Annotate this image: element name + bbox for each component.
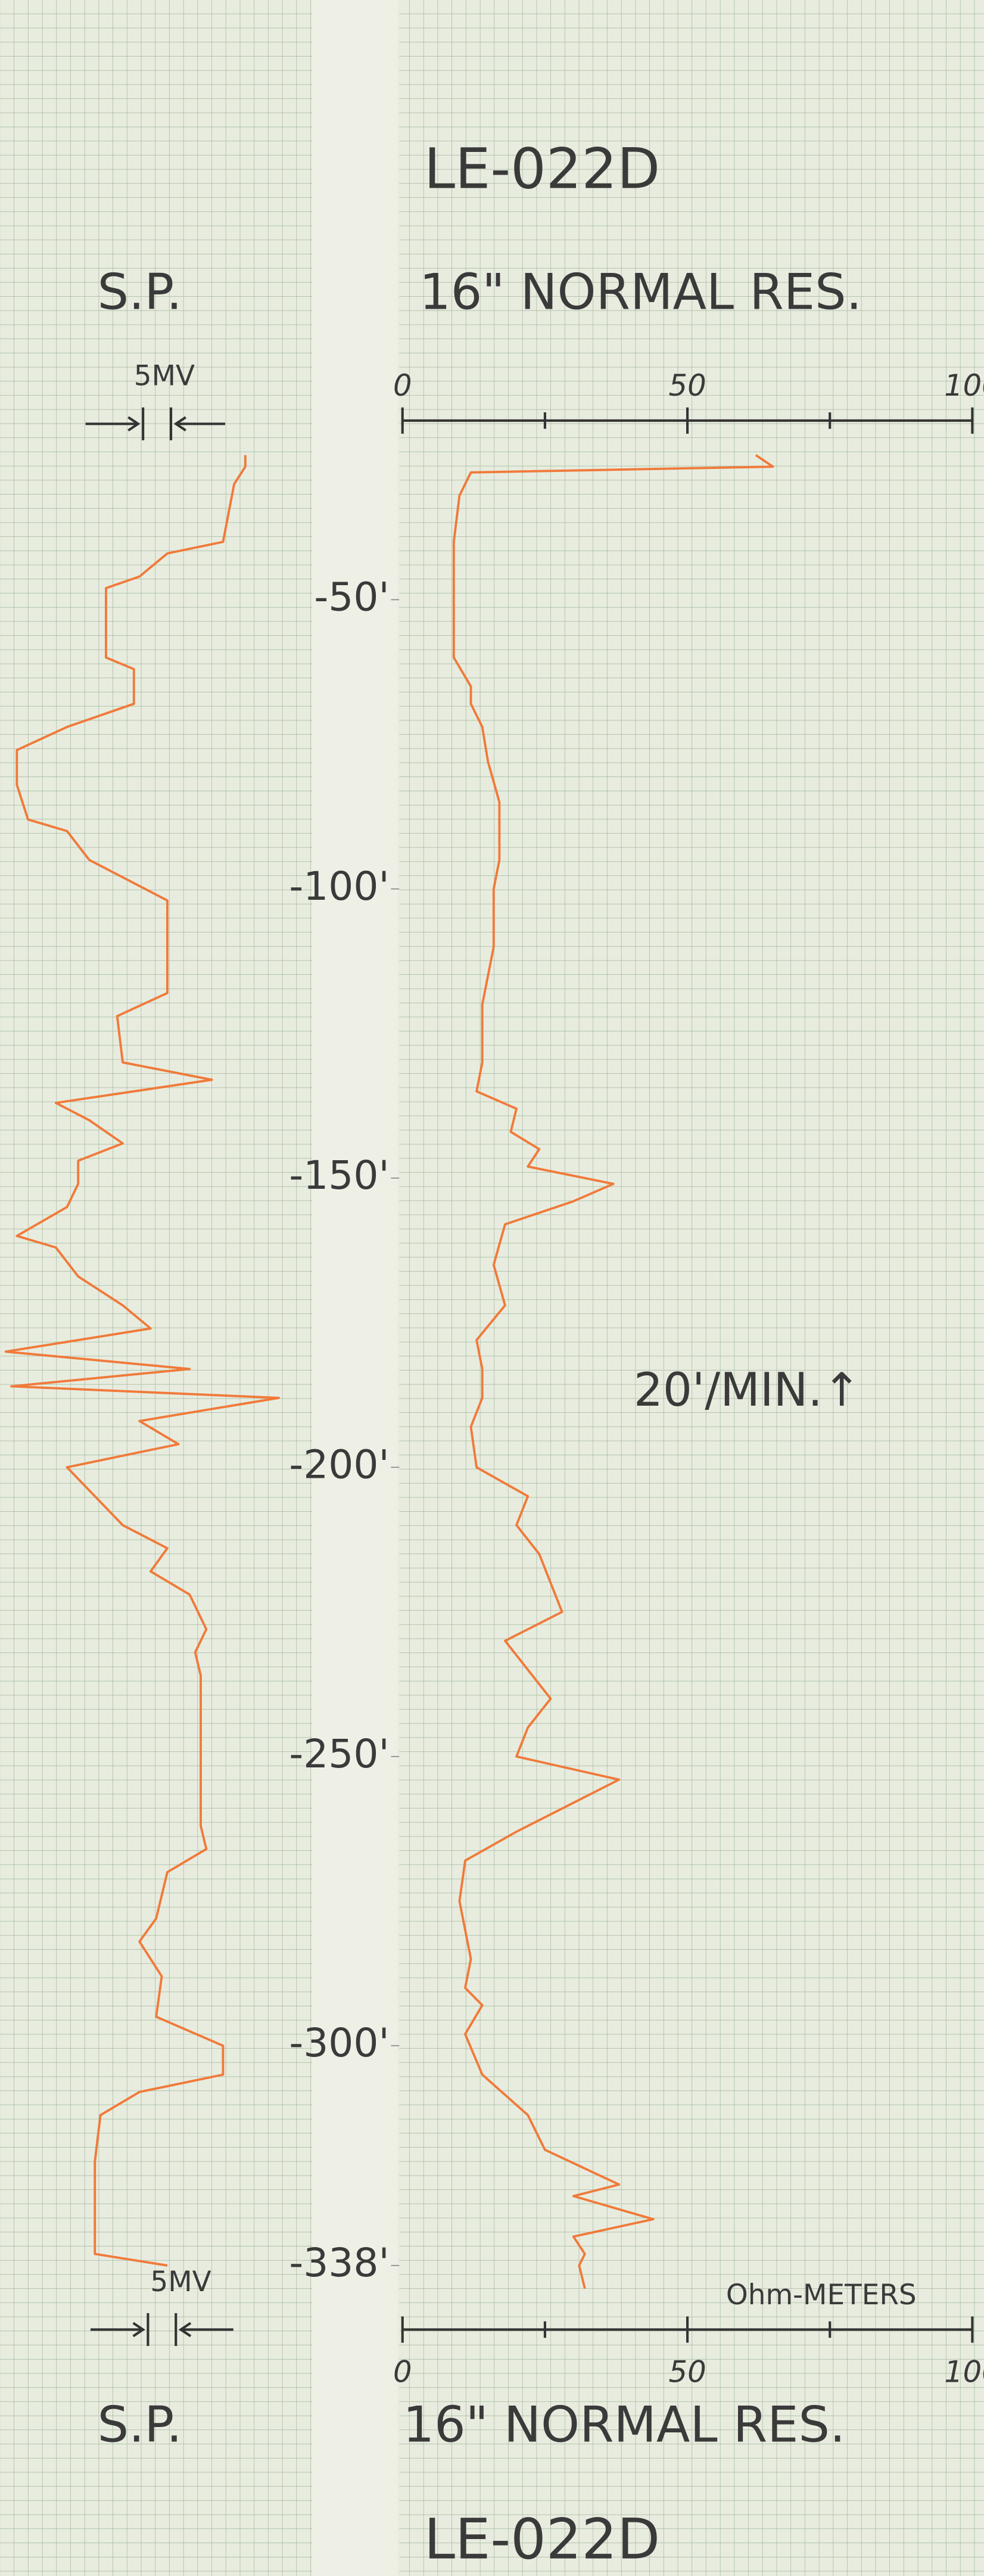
log-curve	[4, 455, 280, 2267]
depth-tick-label: -250'	[289, 1731, 389, 1777]
res-title: 16" NORMAL RES.	[403, 2395, 846, 2453]
depth-tick-label: -50'	[314, 574, 389, 620]
sp-title: S.P.	[98, 2395, 182, 2453]
x-tick-label: 50	[669, 2354, 706, 2389]
sp-scale-label: 5MV	[134, 361, 195, 393]
sp-scale-bar	[85, 407, 233, 2347]
scale-bar-top	[85, 407, 225, 440]
x-tick-label: 0	[393, 2354, 412, 2389]
depth-tick-label: -150'	[289, 1152, 389, 1198]
sp-scale-label: 5MV	[150, 2266, 211, 2298]
annotation: 20'/MIN.↑	[634, 1363, 861, 1417]
scale-bar-bottom	[90, 2313, 233, 2347]
res-track-grid	[399, 0, 984, 2576]
x-tick-label: 100	[944, 2354, 984, 2389]
depth-track	[312, 0, 398, 2576]
depth-tick-label: -300'	[289, 2020, 389, 2066]
depth-tick-label: -100'	[289, 863, 389, 909]
depth-tick-label: -338'	[289, 2240, 389, 2286]
axis-label: Ohm-METERS	[726, 2279, 917, 2311]
depth-tick-label: -200'	[289, 1441, 389, 1487]
x-tick-label: 50	[669, 368, 706, 403]
well-name: LE-022D	[424, 136, 660, 201]
res-title: 16" NORMAL RES.	[419, 263, 862, 321]
well-name: LE-022D	[424, 2507, 660, 2572]
sp-track-grid	[0, 0, 313, 2576]
log-curve	[452, 454, 774, 2289]
x-tick-label: 100	[944, 368, 984, 403]
sp-title: S.P.	[98, 263, 182, 321]
x-tick-label: 0	[393, 368, 412, 403]
